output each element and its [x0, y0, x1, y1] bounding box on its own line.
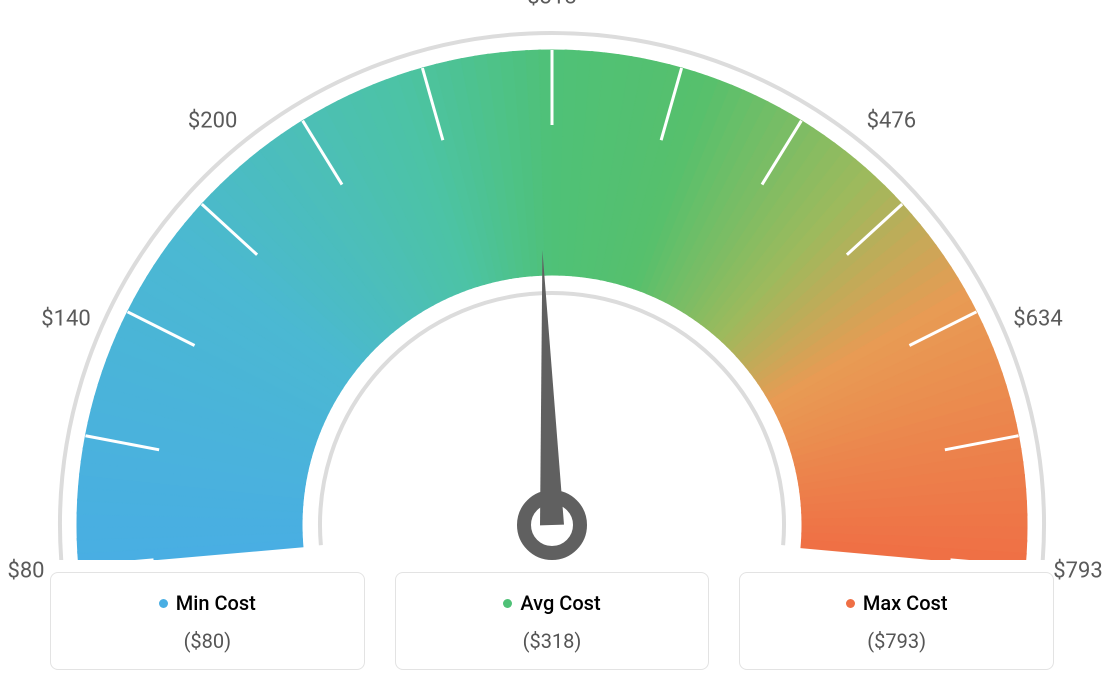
- legend-title-avg: Avg Cost: [503, 591, 600, 615]
- legend-dot-min: [159, 599, 168, 608]
- gauge-scale-label: $476: [867, 108, 916, 133]
- legend-value-avg: ($318): [406, 629, 699, 653]
- gauge-scale-label: $634: [1013, 306, 1062, 331]
- legend-dot-avg: [503, 599, 512, 608]
- legend-label-avg: Avg Cost: [520, 591, 600, 615]
- legend-label-max: Max Cost: [863, 591, 948, 615]
- legend-card-avg: Avg Cost ($318): [395, 572, 710, 670]
- gauge-scale-label: $200: [188, 108, 237, 133]
- legend-value-max: ($793): [750, 629, 1043, 653]
- gauge-svg: [0, 0, 1104, 560]
- legend-row: Min Cost ($80) Avg Cost ($318) Max Cost …: [0, 572, 1104, 670]
- legend-card-min: Min Cost ($80): [50, 572, 365, 670]
- legend-value-min: ($80): [61, 629, 354, 653]
- legend-dot-max: [846, 599, 855, 608]
- legend-title-min: Min Cost: [159, 591, 256, 615]
- gauge-scale-label: $140: [41, 306, 90, 331]
- gauge-chart: $80$140$200$318$476$634$793: [0, 0, 1104, 560]
- legend-label-min: Min Cost: [176, 591, 256, 615]
- legend-card-max: Max Cost ($793): [739, 572, 1054, 670]
- gauge-scale-label: $318: [527, 0, 576, 10]
- legend-title-max: Max Cost: [846, 591, 948, 615]
